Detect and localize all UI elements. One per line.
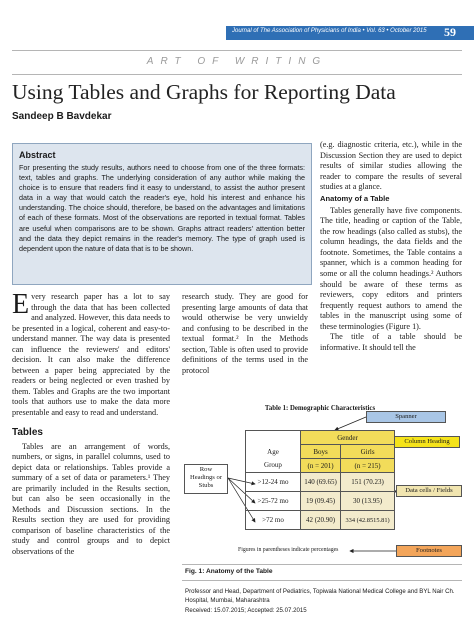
abstract-text: For presenting the study results, author… xyxy=(19,163,305,253)
header-bar xyxy=(226,26,474,40)
page-number: 59 xyxy=(444,25,456,39)
affiliation: Professor and Head, Department of Pediat… xyxy=(185,588,455,604)
row-headings-label: Row Headings or Stubs xyxy=(184,464,228,494)
column-head: (n = 215) xyxy=(340,458,395,473)
data-cell: 42 (20.90) xyxy=(299,510,342,530)
data-cell: 19 (09.45) xyxy=(299,491,342,511)
stub-head: Group xyxy=(245,458,301,473)
subheading: Anatomy of a Table xyxy=(320,193,390,203)
column-head: (n = 201) xyxy=(299,458,342,473)
row-heading: >25-72 mo xyxy=(245,491,301,511)
data-cell: 140 (69.65) xyxy=(299,472,342,492)
paragraph: The title of a table should be informati… xyxy=(320,332,462,352)
paragraph: research study. They are good for presen… xyxy=(182,292,308,375)
paragraph: Tables are an arrangement of words, numb… xyxy=(12,441,170,557)
column-head: Girls xyxy=(340,444,395,459)
data-cell: 151 (70.23) xyxy=(340,472,395,492)
paragraph: (e.g. diagnostic criteria, etc.), while … xyxy=(320,140,462,192)
footnotes-label: Footnotes xyxy=(396,545,462,557)
section-heading: Tables xyxy=(12,426,43,438)
empty-cell xyxy=(245,430,301,445)
data-cells-label: Data cells / Fields xyxy=(396,485,462,497)
right-column: (e.g. diagnostic criteria, etc.), while … xyxy=(320,140,462,402)
row-heading: >12-24 mo xyxy=(245,472,301,492)
left-column: Every research paper has a lot to say th… xyxy=(12,292,170,622)
row-heading: >72 mo xyxy=(245,510,301,530)
rule xyxy=(12,50,462,51)
figure-caption: Fig. 1: Anatomy of the Table xyxy=(185,568,273,575)
table-footnote: Figures in parentheses indicate percenta… xyxy=(238,547,339,553)
data-cell: 334 (42.8515.81) xyxy=(340,510,395,530)
paragraph: Every research paper has a lot to say th… xyxy=(12,292,170,418)
article-title: Using Tables and Graphs for Reporting Da… xyxy=(12,80,396,104)
demo-table: Gender Age Boys Girls Group (n = 201) (n = 2… xyxy=(245,430,395,530)
abstract-heading: Abstract xyxy=(19,150,56,160)
spanner-cell: Gender xyxy=(300,430,395,445)
column-heading-label: Column Heading xyxy=(394,436,460,448)
spanner-label: Spanner xyxy=(366,411,446,423)
middle-column: research study. They are good for presen… xyxy=(182,292,308,402)
journal-line: Journal of The Association of Physicians… xyxy=(232,28,427,34)
column-head: Boys xyxy=(299,444,342,459)
paragraph: Tables generally have five components. T… xyxy=(320,205,462,331)
author: Sandeep B Bavdekar xyxy=(12,111,112,122)
dates: Received: 15.07.2015; Accepted: 25.07.20… xyxy=(185,607,307,614)
stub-head: Age xyxy=(245,444,301,459)
figure-table-title: Table 1: Demographic Characteristics xyxy=(264,405,376,412)
rule xyxy=(182,580,462,581)
rule xyxy=(12,74,462,75)
section-label: ART OF WRITING xyxy=(146,56,328,67)
rule xyxy=(182,564,462,565)
data-cell: 30 (13.95) xyxy=(340,491,395,511)
abstract-box: Abstract For presenting the study result… xyxy=(12,143,312,285)
